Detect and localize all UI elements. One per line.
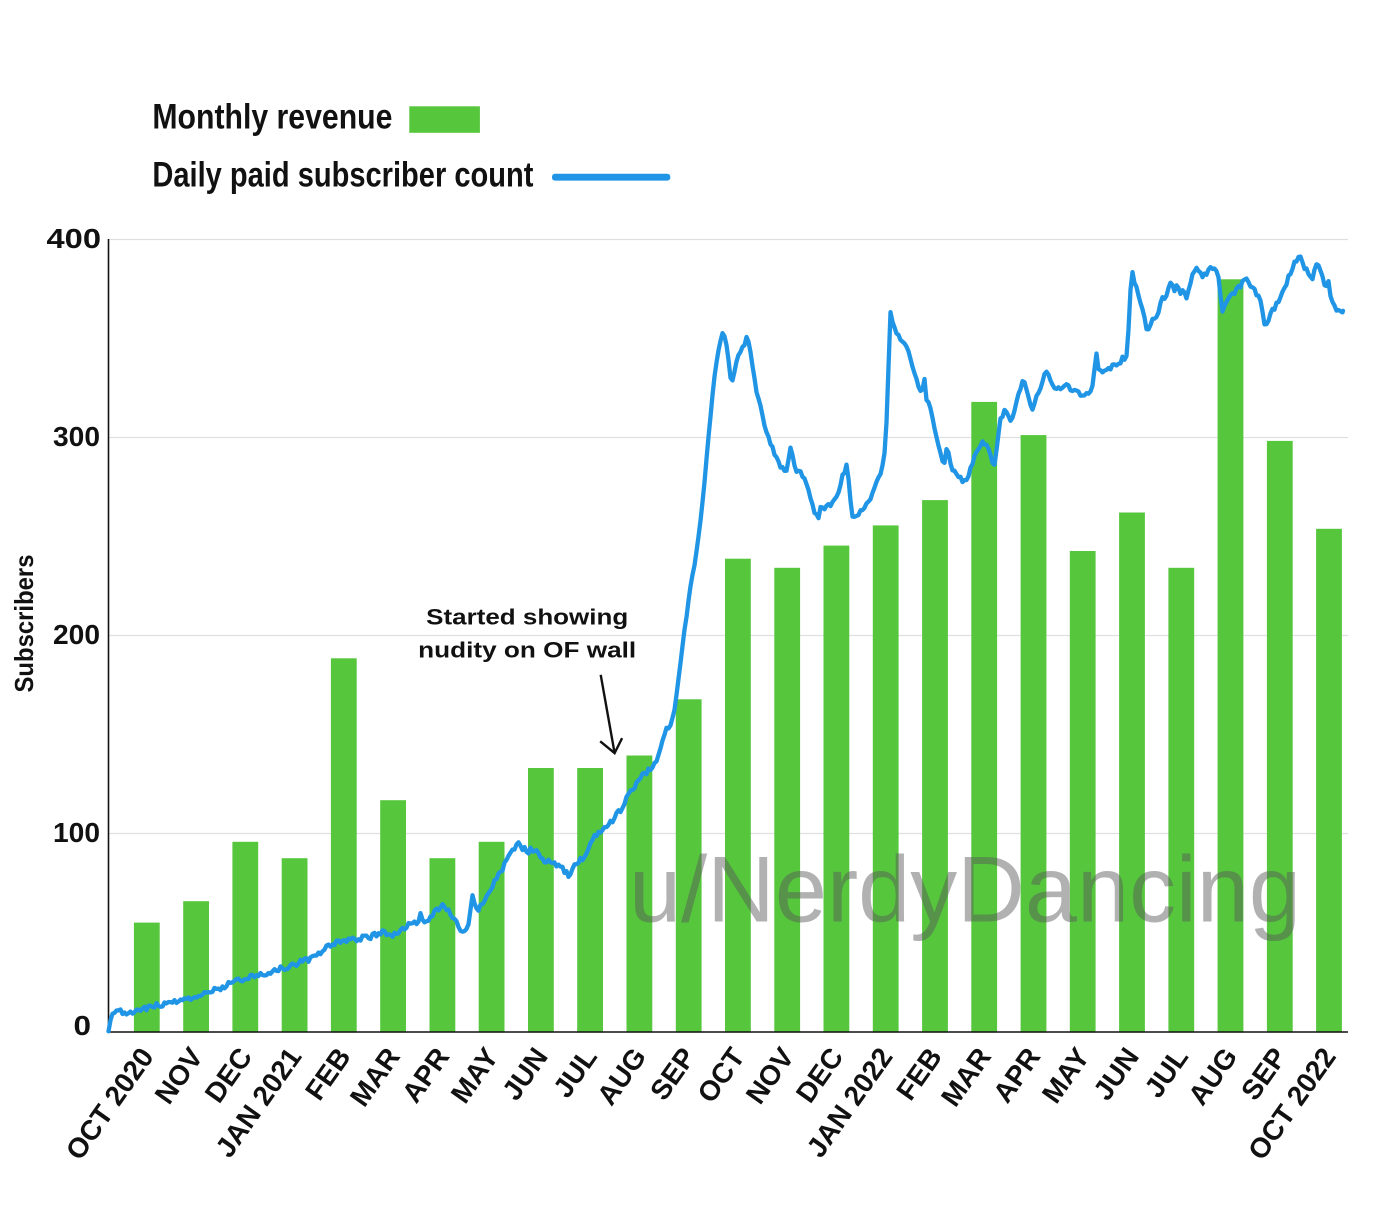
svg-text:100: 100: [53, 817, 100, 848]
svg-text:Monthly revenue: Monthly revenue: [152, 98, 392, 137]
svg-text:u/NerdyDancing: u/NerdyDancing: [629, 837, 1301, 942]
svg-text:300: 300: [53, 421, 100, 452]
svg-text:Subscribers: Subscribers: [9, 555, 39, 693]
svg-text:Started showing: Started showing: [426, 604, 628, 629]
svg-text:Daily paid subscriber count: Daily paid subscriber count: [152, 156, 533, 195]
svg-text:nudity on OF wall: nudity on OF wall: [418, 638, 636, 663]
svg-text:400: 400: [47, 223, 102, 254]
svg-text:200: 200: [53, 619, 100, 650]
svg-text:0: 0: [74, 1010, 92, 1041]
